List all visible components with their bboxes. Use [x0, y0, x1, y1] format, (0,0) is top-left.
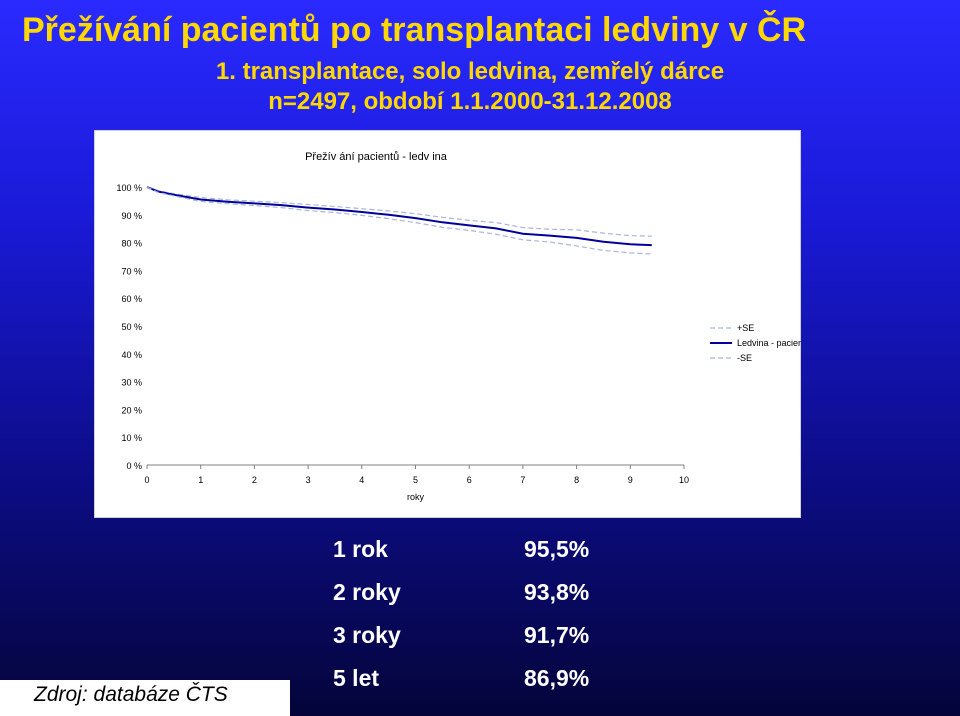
x-tick-label: 6	[467, 475, 472, 485]
x-tick-label: 4	[359, 475, 364, 485]
stat-value-2: 93,8%	[524, 579, 590, 605]
subtitle-period: n=2497, období 1.1.2000-31.12.2008	[268, 88, 672, 115]
y-tick-label: 50 %	[121, 322, 142, 332]
legend-label-0: +SE	[737, 323, 754, 333]
stat-value-1: 95,5%	[524, 536, 590, 562]
series-line-2	[146, 186, 652, 255]
x-tick-label: 8	[574, 475, 579, 485]
x-tick-label: 1	[198, 475, 203, 485]
x-tick-label: 0	[144, 475, 149, 485]
y-tick-label: 100 %	[116, 183, 142, 193]
stat-value-4: 86,9%	[524, 665, 590, 691]
y-tick-label: 60 %	[121, 294, 142, 304]
y-tick-label: 10 %	[121, 433, 142, 443]
legend-label-2: -SE	[737, 353, 752, 363]
x-tick-label: 7	[520, 475, 525, 485]
y-tick-label: 70 %	[121, 266, 142, 276]
stat-label-3: 3 roky	[333, 622, 401, 648]
survival-chart: Přežív ání pacientů - ledv ina 0 % 10 % 20 …	[94, 130, 801, 518]
source-note: Zdroj: databáze ČTS	[0, 680, 290, 716]
x-tick-label: 10	[679, 475, 689, 485]
x-tick-label: 3	[306, 475, 311, 485]
x-tick-label: 9	[628, 475, 633, 485]
x-tick-label: 2	[252, 475, 257, 485]
x-tick-label: 5	[413, 475, 418, 485]
y-tick-label: 80 %	[121, 239, 142, 249]
y-tick-label: 90 %	[121, 211, 142, 221]
y-tick-label: 40 %	[121, 350, 142, 360]
y-tick-label: 20 %	[121, 405, 142, 415]
stat-label-1: 1 rok	[333, 536, 388, 562]
series-line-0	[146, 186, 652, 237]
stat-label-4: 5 let	[333, 665, 380, 691]
chart-panel: Přežív ání pacientů - ledv ina 0 % 10 % 20 …	[94, 130, 801, 518]
subtitle-cohort: 1. transplantace, solo ledvina, zemřelý …	[215, 58, 725, 85]
stat-label-2: 2 roky	[333, 579, 401, 605]
series-line-1	[146, 186, 652, 247]
y-tick-label: 30 %	[121, 378, 142, 388]
x-axis-label: roky	[407, 492, 425, 502]
y-tick-label: 0 %	[126, 461, 142, 471]
chart-title: Přežív ání pacientů - ledv ina	[305, 151, 448, 163]
legend-label-1: Ledvina - pacienti	[737, 338, 801, 348]
page-title: Přežívání pacientů po transplantaci ledv…	[22, 11, 807, 49]
stat-value-3: 91,7%	[524, 622, 590, 648]
chart-border	[94, 130, 801, 518]
